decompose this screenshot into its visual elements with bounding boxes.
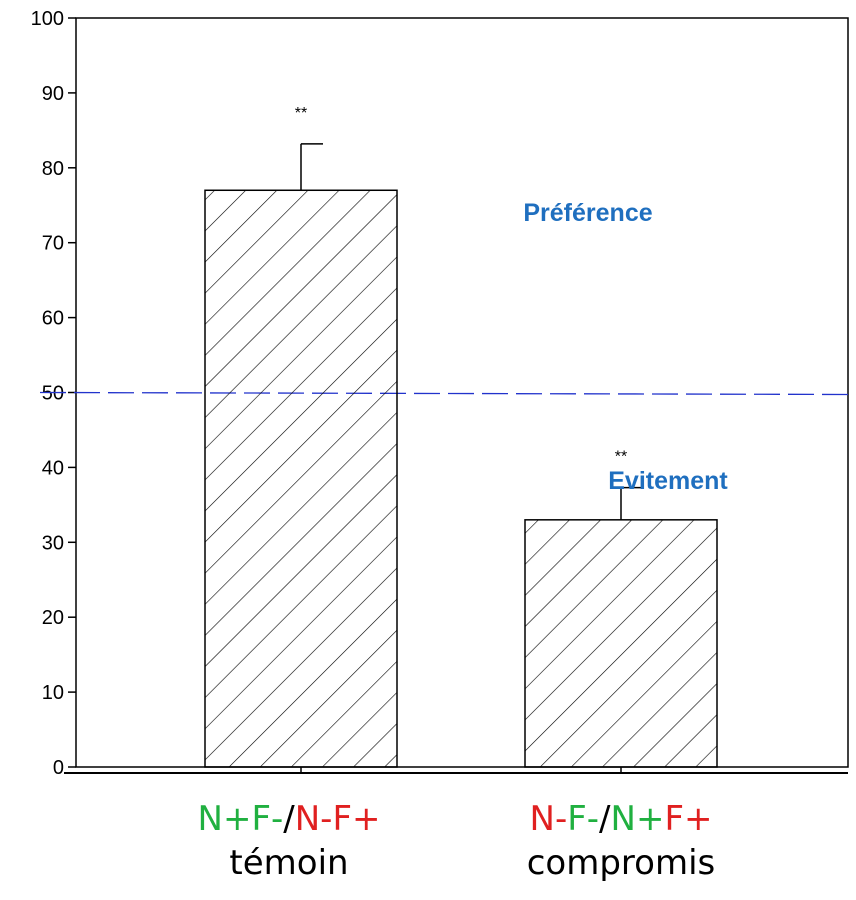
y-tick-label: 80 xyxy=(42,158,64,180)
annotations: Préférence Evitement xyxy=(523,199,728,495)
category-name: témoin xyxy=(229,843,349,883)
annotation-label: Préférence xyxy=(523,199,652,227)
bar xyxy=(204,189,398,768)
category-code-part: F+ xyxy=(332,799,381,839)
reference-line xyxy=(39,391,856,396)
category-code-part: F- xyxy=(251,799,284,839)
y-tick-label: 30 xyxy=(42,532,64,554)
axes: 0 10 20 30 40 50 60 70 80 90 100 xyxy=(31,8,856,779)
significance-label: ** xyxy=(615,449,627,466)
y-tick-label: 60 xyxy=(42,308,64,330)
y-tick-label: 40 xyxy=(42,457,64,479)
y-tick-label: 0 xyxy=(53,757,64,779)
category-code-part: / xyxy=(283,799,295,839)
y-tick-label: 50 xyxy=(42,383,64,405)
significance-label: ** xyxy=(295,105,307,122)
x-category-label: N+F-/N-F+ témoin xyxy=(119,797,459,885)
y-tick-label: 70 xyxy=(42,233,64,255)
y-tick-label: 90 xyxy=(42,83,64,105)
bars: ** ** xyxy=(204,105,718,768)
category-code-part: F+ xyxy=(664,799,713,839)
y-tick-label: 20 xyxy=(42,607,64,629)
category-name: compromis xyxy=(526,843,716,883)
category-code-part: / xyxy=(599,799,611,839)
category-code: N-F-/N+F+ xyxy=(451,797,791,841)
y-tick-label: 100 xyxy=(31,8,64,30)
category-code: N+F-/N-F+ xyxy=(119,797,459,841)
category-code-part: F- xyxy=(567,799,600,839)
annotation-label: Evitement xyxy=(608,467,728,495)
y-tick-label: 10 xyxy=(42,682,64,704)
category-code-part: N+ xyxy=(197,799,252,839)
bar xyxy=(524,519,718,768)
x-category-label: N-F-/N+F+ compromis xyxy=(451,797,791,885)
category-code-part: N- xyxy=(529,799,568,839)
category-code-part: N- xyxy=(294,799,333,839)
category-code-part: N+ xyxy=(610,799,665,839)
